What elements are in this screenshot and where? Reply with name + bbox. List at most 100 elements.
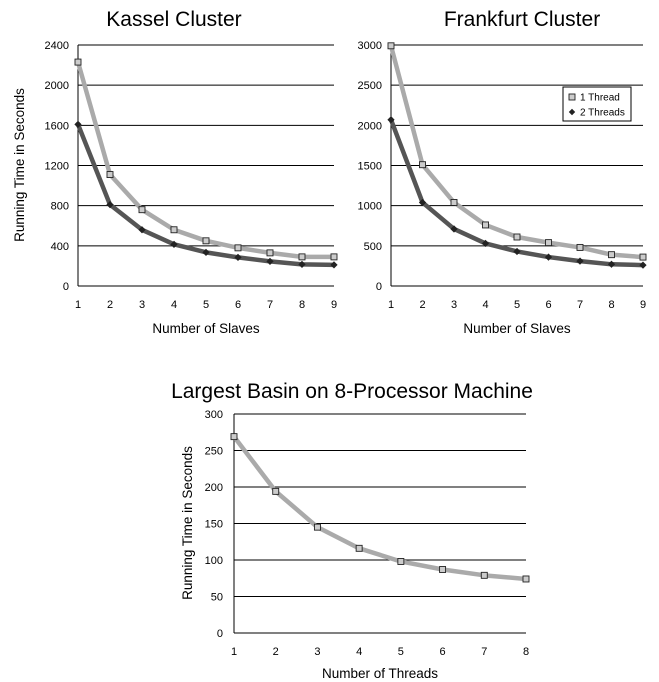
legend-label: 1 Thread	[580, 93, 620, 104]
x-tick-label: 8	[299, 299, 305, 311]
x-tick-label: 7	[267, 299, 273, 311]
x-tick-label: 3	[451, 299, 457, 311]
x-tick-label: 5	[514, 299, 520, 311]
data-point	[230, 433, 238, 441]
data-point	[480, 571, 488, 579]
data-point	[608, 251, 615, 259]
data-point	[545, 239, 552, 247]
data-point	[170, 240, 178, 248]
data-point	[482, 221, 489, 229]
legend-marker	[568, 93, 576, 101]
data-point	[513, 233, 521, 241]
y-tick-label: 150	[205, 519, 223, 531]
y-tick-label: 0	[217, 628, 223, 640]
y-tick-label: 2400	[45, 40, 69, 52]
chart-2: Frankfurt Cluster 0 500 1000 1500 2000 2500 300…	[358, 8, 647, 336]
data-point	[272, 487, 280, 495]
y-tick-label: 250	[205, 446, 223, 458]
y-tick-label: 1600	[45, 120, 69, 132]
x-tick-label: 1	[231, 646, 237, 658]
x-tick-label: 6	[545, 299, 551, 311]
data-point	[266, 249, 274, 257]
y-tick-label: 3000	[358, 40, 382, 52]
data-point	[202, 237, 210, 245]
x-tick-label: 9	[640, 299, 646, 311]
data-point	[576, 243, 584, 251]
chart-1: Kassel Cluster 0 400 800 1200 1600 2000 2400 1 2 3…	[12, 8, 338, 336]
x-tick-label: 2	[419, 299, 425, 311]
x-tick-label: 9	[331, 299, 337, 311]
data-point	[298, 260, 306, 269]
x-axis-label: Number of Threads	[322, 666, 438, 681]
x-tick-label: 3	[314, 646, 320, 658]
x-tick-label: 1	[75, 299, 81, 311]
data-point	[639, 261, 647, 269]
series-line-1	[388, 43, 646, 260]
data-point	[450, 225, 458, 233]
y-tick-label: 2000	[358, 120, 382, 132]
legend: 1 Thread 2 Threads	[562, 86, 632, 122]
x-tick-label: 5	[203, 299, 209, 311]
data-point	[266, 257, 274, 266]
y-tick-label: 800	[51, 201, 69, 213]
legend-box	[562, 86, 632, 122]
data-point	[397, 558, 405, 565]
x-tick-label: 5	[398, 646, 404, 658]
data-point	[234, 244, 242, 252]
data-point	[202, 248, 210, 256]
data-point	[313, 523, 321, 531]
legend-label: 2 Threads	[580, 108, 625, 119]
x-axis-label: Number of Slaves	[463, 321, 571, 336]
x-tick-label: 4	[356, 646, 362, 658]
y-tick-label: 500	[364, 241, 382, 253]
chart-title: Kassel Cluster	[106, 8, 241, 31]
data-point	[522, 575, 530, 583]
data-point	[106, 171, 114, 178]
x-axis-label: Number of Slaves	[152, 321, 260, 336]
x-tick-label: 6	[235, 299, 241, 311]
data-point	[481, 239, 490, 248]
data-point	[387, 42, 395, 50]
y-tick-label: 0	[63, 281, 69, 293]
x-tick-label: 8	[608, 299, 614, 311]
x-tick-label: 8	[523, 646, 529, 658]
x-tick-label: 6	[440, 646, 446, 658]
x-tick-label: 3	[139, 299, 145, 311]
data-point	[138, 226, 146, 234]
y-tick-label: 1200	[45, 161, 69, 173]
data-point	[330, 261, 338, 269]
y-axis-label: Running Time in Seconds	[180, 446, 195, 600]
y-tick-label: 2500	[358, 80, 382, 92]
data-point	[513, 247, 521, 256]
legend-marker	[568, 108, 576, 116]
data-point	[544, 253, 553, 261]
chart-3: Largest Basin on 8-Processor Machine 0 50 1…	[171, 380, 533, 681]
y-tick-label: 200	[205, 482, 223, 494]
data-point	[439, 566, 447, 573]
x-tick-label: 2	[107, 299, 113, 311]
data-point	[450, 199, 458, 206]
chart-title: Largest Basin on 8-Processor Machine	[171, 380, 533, 403]
x-tick-label: 4	[171, 299, 177, 311]
y-tick-label: 1500	[358, 161, 382, 173]
data-point	[138, 206, 146, 214]
data-point	[234, 253, 242, 262]
y-tick-label: 1000	[358, 201, 382, 213]
data-point	[106, 201, 114, 209]
data-point	[387, 116, 395, 124]
x-tick-label: 4	[482, 299, 488, 311]
series-line-1	[231, 434, 529, 582]
data-point	[576, 257, 584, 265]
y-axis-label: Running Time in Seconds	[12, 88, 27, 242]
y-tick-label: 300	[205, 409, 223, 421]
x-tick-label: 1	[388, 299, 394, 311]
y-tick-label: 2000	[45, 80, 69, 92]
data-point	[418, 198, 427, 207]
data-point	[74, 58, 82, 66]
series-line-2	[388, 117, 646, 268]
data-point	[330, 253, 338, 261]
x-tick-label: 7	[481, 646, 487, 658]
y-tick-label: 0	[376, 281, 382, 293]
data-point	[607, 260, 616, 268]
